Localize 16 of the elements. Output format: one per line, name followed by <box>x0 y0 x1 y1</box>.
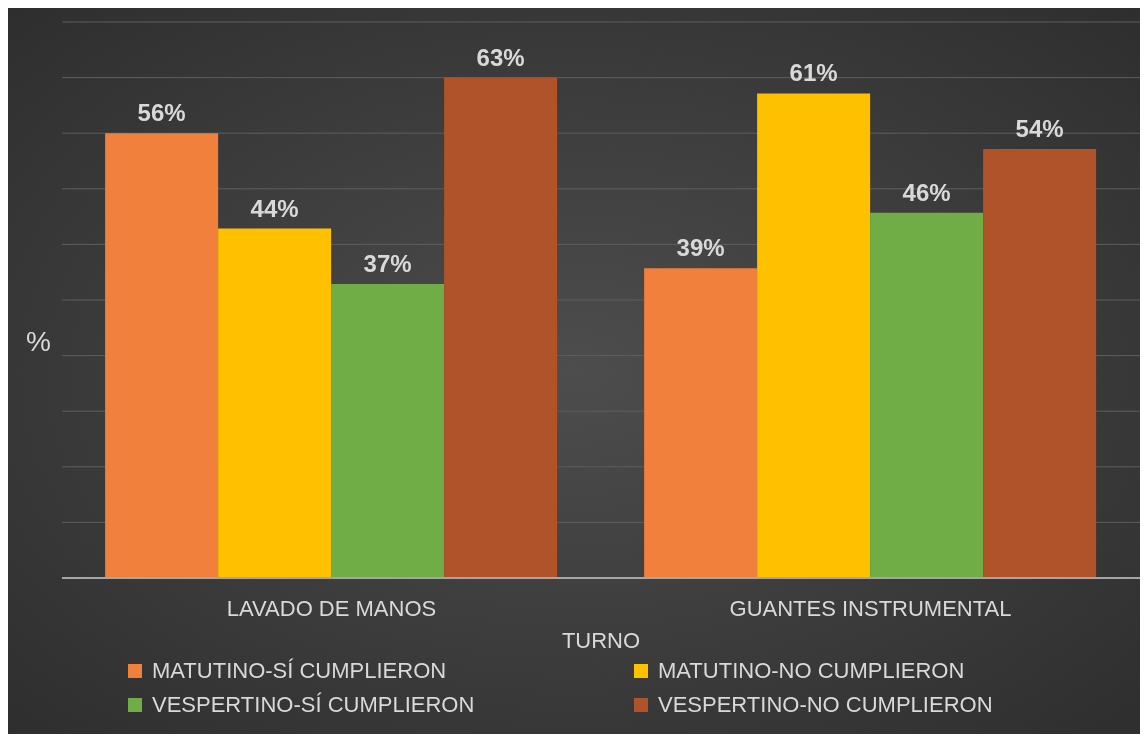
y-axis-title: % <box>26 326 51 358</box>
legend-label: MATUTINO-SÍ CUMPLIERON <box>152 658 447 684</box>
data-label: 61% <box>789 59 838 87</box>
data-label: 54% <box>1015 115 1064 143</box>
data-label: 56% <box>137 99 186 127</box>
legend-label: VESPERTINO-NO CUMPLIERON <box>658 692 993 718</box>
data-label: 44% <box>250 194 299 222</box>
data-label: 63% <box>476 43 525 71</box>
legend-label: VESPERTINO-SÍ CUMPLIERON <box>152 692 475 718</box>
data-label: 39% <box>676 234 725 262</box>
data-label: 46% <box>902 178 951 206</box>
x-tick-label: LAVADO DE MANOS <box>226 595 437 621</box>
data-label: 37% <box>363 250 412 278</box>
x-tick-label: GUANTES INSTRUMENTAL <box>729 595 1012 621</box>
x-axis-title: TURNO <box>561 628 641 653</box>
legend-label: MATUTINO-NO CUMPLIERON <box>658 658 965 684</box>
